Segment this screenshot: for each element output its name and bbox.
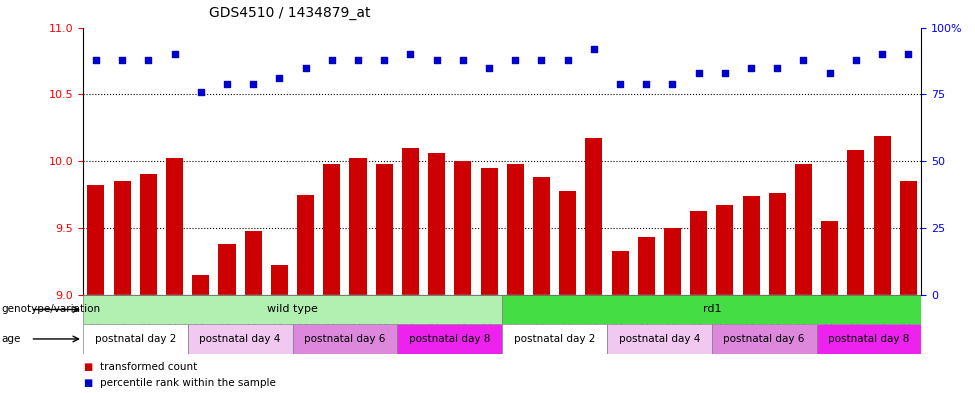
Bar	[743, 196, 760, 295]
Bar	[533, 177, 550, 295]
Bar	[638, 237, 655, 295]
Text: GDS4510 / 1434879_at: GDS4510 / 1434879_at	[209, 6, 370, 20]
Bar	[187, 324, 292, 354]
Bar	[192, 275, 210, 295]
Point	[586, 46, 602, 52]
Bar	[349, 158, 367, 295]
Point	[114, 57, 130, 63]
Point	[717, 70, 732, 76]
Point	[533, 57, 549, 63]
Bar	[606, 324, 712, 354]
Bar	[611, 251, 629, 295]
Text: postnatal day 6: postnatal day 6	[304, 334, 385, 344]
Point	[639, 81, 654, 87]
Bar	[507, 164, 524, 295]
Text: rd1: rd1	[703, 305, 721, 314]
Bar	[690, 211, 707, 295]
Text: postnatal day 6: postnatal day 6	[723, 334, 804, 344]
Point	[822, 70, 838, 76]
Bar	[481, 168, 497, 295]
Bar	[502, 295, 921, 324]
Text: age: age	[1, 334, 20, 344]
Bar	[847, 151, 865, 295]
Point	[901, 51, 916, 57]
Text: ■: ■	[83, 378, 92, 388]
Bar	[585, 138, 603, 295]
Text: wild type: wild type	[267, 305, 318, 314]
Bar	[559, 191, 576, 295]
Bar	[139, 174, 157, 295]
Point	[376, 57, 392, 63]
Bar	[83, 295, 502, 324]
Point	[507, 57, 523, 63]
Bar	[717, 205, 733, 295]
Point	[612, 81, 628, 87]
Text: percentile rank within the sample: percentile rank within the sample	[100, 378, 276, 388]
Text: postnatal day 4: postnatal day 4	[200, 334, 281, 344]
Point	[743, 64, 759, 71]
Text: postnatal day 2: postnatal day 2	[95, 334, 176, 344]
Text: ■: ■	[83, 362, 92, 373]
Bar	[817, 324, 921, 354]
Bar	[712, 324, 817, 354]
Text: genotype/variation: genotype/variation	[1, 305, 100, 314]
Point	[297, 64, 313, 71]
Point	[193, 88, 209, 95]
Bar	[821, 221, 838, 295]
Text: postnatal day 2: postnatal day 2	[514, 334, 595, 344]
Point	[560, 57, 575, 63]
Text: postnatal day 4: postnatal day 4	[619, 334, 700, 344]
Point	[482, 64, 497, 71]
Point	[691, 70, 707, 76]
Bar	[88, 185, 104, 295]
Bar	[428, 153, 446, 295]
Bar	[83, 324, 187, 354]
Point	[403, 51, 418, 57]
Text: postnatal day 8: postnatal day 8	[829, 334, 910, 344]
Bar	[900, 181, 916, 295]
Bar	[218, 244, 236, 295]
Point	[246, 81, 261, 87]
Bar	[166, 158, 183, 295]
Bar	[292, 324, 398, 354]
Point	[272, 75, 288, 81]
Bar	[297, 195, 314, 295]
Bar	[502, 324, 606, 354]
Point	[848, 57, 864, 63]
Bar	[398, 324, 502, 354]
Bar	[114, 181, 131, 295]
Point	[665, 81, 681, 87]
Bar	[454, 161, 471, 295]
Point	[350, 57, 366, 63]
Point	[875, 51, 890, 57]
Text: transformed count: transformed count	[100, 362, 198, 373]
Bar	[271, 265, 288, 295]
Point	[167, 51, 182, 57]
Bar	[402, 148, 419, 295]
Point	[429, 57, 445, 63]
Bar	[768, 193, 786, 295]
Bar	[324, 164, 340, 295]
Bar	[664, 228, 681, 295]
Point	[455, 57, 471, 63]
Bar	[874, 136, 890, 295]
Bar	[245, 231, 261, 295]
Point	[219, 81, 235, 87]
Bar	[795, 164, 812, 295]
Point	[140, 57, 156, 63]
Point	[88, 57, 103, 63]
Bar	[83, 295, 921, 362]
Point	[769, 64, 785, 71]
Point	[796, 57, 811, 63]
Point	[324, 57, 339, 63]
Bar	[375, 164, 393, 295]
Text: postnatal day 8: postnatal day 8	[410, 334, 490, 344]
